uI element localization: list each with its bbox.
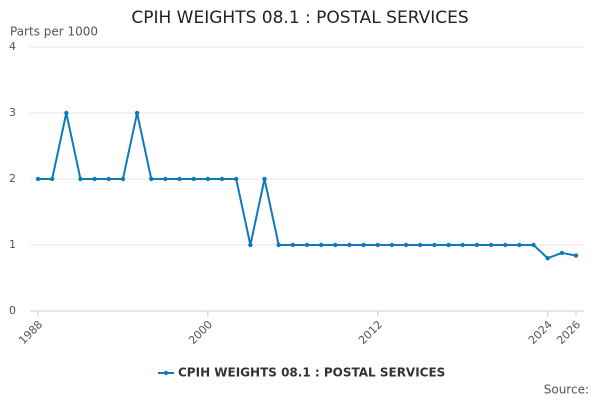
point xyxy=(531,242,536,248)
point xyxy=(432,242,437,248)
point xyxy=(191,176,196,182)
point xyxy=(573,253,579,258)
point xyxy=(290,242,296,248)
point xyxy=(234,176,239,182)
point xyxy=(389,242,395,248)
point xyxy=(262,176,267,182)
point xyxy=(361,242,366,248)
legend-label: CPIH WEIGHTS 08.1 : POSTAL SERVICES xyxy=(178,366,445,380)
point xyxy=(474,242,480,248)
point xyxy=(559,250,565,256)
x-tick-label: 2024 xyxy=(526,318,555,347)
point xyxy=(418,242,423,248)
point xyxy=(545,256,550,261)
x-tick-label: 2026 xyxy=(554,318,583,347)
point xyxy=(318,242,324,248)
point xyxy=(120,176,126,182)
point xyxy=(304,242,310,248)
point xyxy=(375,242,380,248)
y-tick-label: 1 xyxy=(9,238,16,251)
point xyxy=(163,176,168,182)
point xyxy=(149,176,154,182)
x-tick-label: 2012 xyxy=(356,318,385,347)
point xyxy=(106,176,111,182)
point xyxy=(78,176,83,182)
point xyxy=(49,176,55,182)
point xyxy=(134,110,140,116)
x-tick-label: 1988 xyxy=(16,318,45,347)
point xyxy=(347,242,352,248)
x-tick-label: 2000 xyxy=(186,318,215,347)
y-tick-label: 4 xyxy=(9,40,16,53)
legend-marker xyxy=(163,370,169,376)
point xyxy=(403,242,409,248)
chart-title: CPIH WEIGHTS 08.1 : POSTAL SERVICES xyxy=(131,8,468,28)
point xyxy=(276,242,281,248)
point xyxy=(333,242,338,248)
point xyxy=(517,242,522,248)
y-tick-label: 2 xyxy=(9,172,16,185)
point xyxy=(64,110,69,116)
point xyxy=(205,176,211,182)
point xyxy=(248,242,253,248)
point xyxy=(503,242,508,248)
point xyxy=(35,176,41,182)
point xyxy=(446,242,451,248)
point xyxy=(219,176,225,182)
point xyxy=(488,242,494,248)
source: Source: xyxy=(544,383,589,397)
line xyxy=(38,112,577,260)
point xyxy=(460,242,465,248)
point xyxy=(92,176,97,182)
point xyxy=(177,176,182,182)
y-tick-label: 0 xyxy=(9,304,16,317)
y-tick-label: 3 xyxy=(9,106,16,119)
y-axis-label: Parts per 1000 xyxy=(10,25,98,39)
